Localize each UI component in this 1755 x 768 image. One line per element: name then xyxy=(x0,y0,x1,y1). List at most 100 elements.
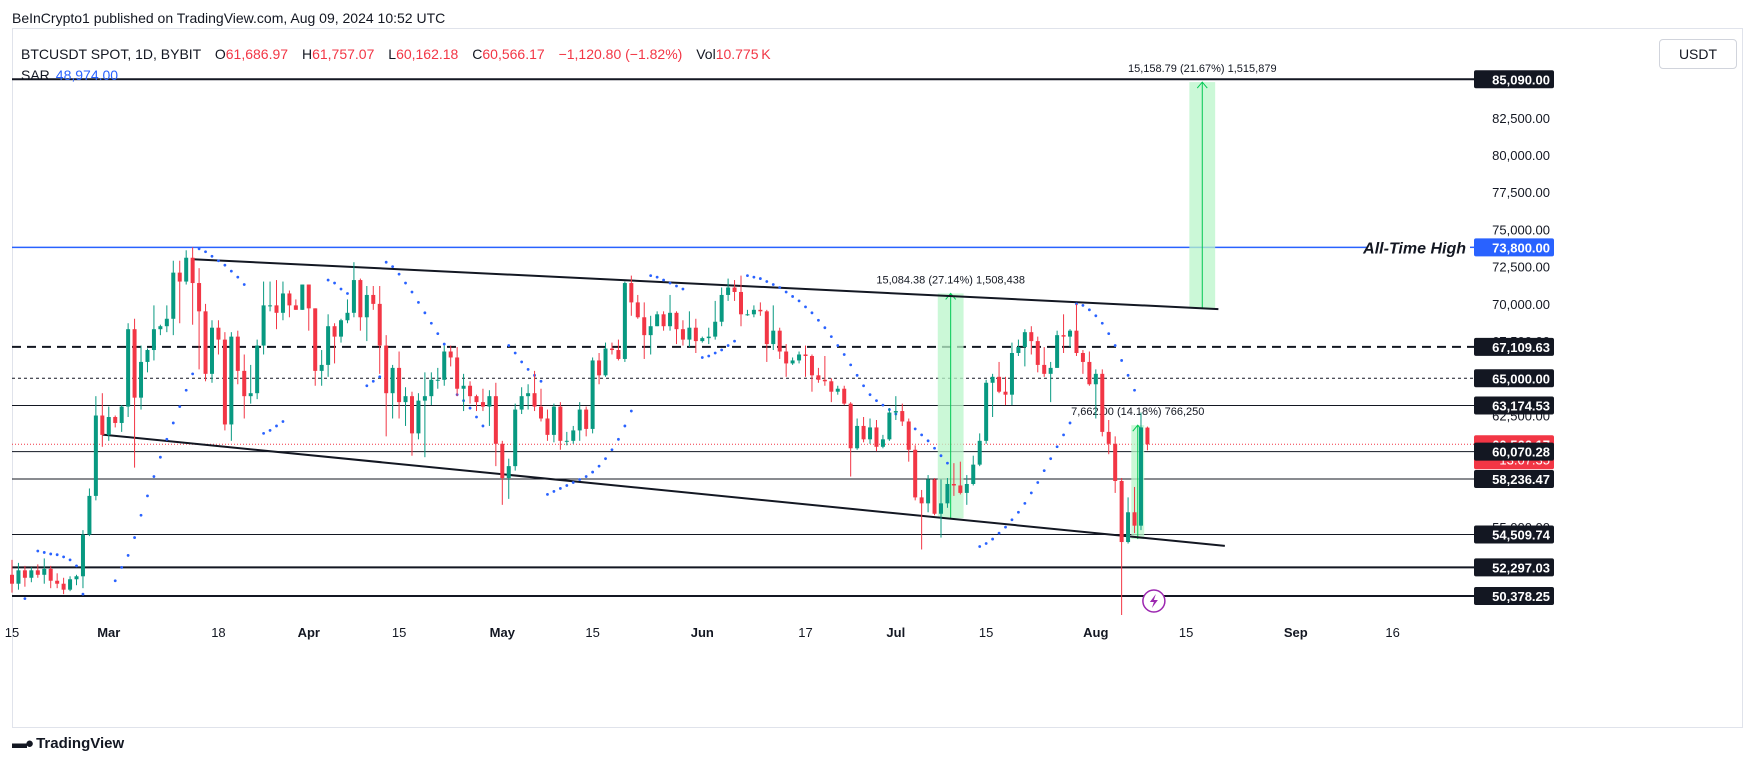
candle-body xyxy=(532,393,537,407)
candle-body xyxy=(777,330,782,352)
sar-dot xyxy=(849,363,853,367)
candle-body xyxy=(29,570,34,578)
candle-body xyxy=(506,466,511,479)
price-tag xyxy=(1474,238,1554,257)
candle-body xyxy=(519,396,524,410)
candle-body xyxy=(868,427,873,440)
candle-body xyxy=(861,425,866,440)
sar-dot xyxy=(1126,373,1130,377)
measure-arrow-head xyxy=(1196,81,1208,89)
candle-body xyxy=(235,336,240,371)
sar-dot xyxy=(842,353,846,356)
candle-body xyxy=(171,272,176,319)
y-tick-label: 77,500.00 xyxy=(1492,185,1550,200)
sar-dot xyxy=(210,254,214,258)
sar-dot xyxy=(836,344,840,347)
candle-body xyxy=(384,345,389,394)
candle-body xyxy=(590,360,595,429)
sar-dot xyxy=(152,475,156,478)
candle-body xyxy=(255,345,260,394)
sar-dot xyxy=(68,558,72,562)
candle-body xyxy=(584,409,589,429)
sar-dot xyxy=(23,597,27,601)
sar-dot xyxy=(404,281,407,285)
sar-dot xyxy=(126,554,130,557)
candle-body xyxy=(964,483,969,493)
symbol-name[interactable]: BTCUSDT SPOT, 1D, BYBIT xyxy=(21,46,201,62)
sar-dot xyxy=(475,415,478,419)
y-tick-label: 70,000.00 xyxy=(1492,297,1550,312)
candle-body xyxy=(558,406,563,441)
candle-body xyxy=(132,329,137,398)
x-tick-label: Apr xyxy=(298,625,320,640)
price-tag xyxy=(1474,469,1554,488)
high-label: H xyxy=(301,46,313,62)
price-tag-label: 54,509.74 xyxy=(1492,527,1551,542)
sar-dot xyxy=(875,399,878,403)
candle-body xyxy=(680,329,685,340)
currency-button[interactable]: USDT xyxy=(1659,39,1737,69)
trendline xyxy=(192,258,1219,311)
sar-dot xyxy=(42,551,46,554)
candle-body xyxy=(603,348,608,376)
sar-dot xyxy=(552,490,556,493)
sar-dot xyxy=(733,339,736,343)
sar-dot xyxy=(146,494,149,498)
sar-dot xyxy=(423,311,427,315)
candle-body xyxy=(803,354,808,356)
candle-body xyxy=(771,330,776,345)
y-tick-label: 82,500.00 xyxy=(1492,111,1550,126)
sar-dot xyxy=(513,351,517,355)
sar-dot xyxy=(926,439,930,443)
sar-dot xyxy=(1087,308,1091,312)
candle-body xyxy=(332,326,337,337)
candle-body xyxy=(706,336,711,339)
volume-label: Vol xyxy=(696,46,716,62)
sar-dot xyxy=(597,464,601,468)
sar-dot xyxy=(1100,321,1104,325)
candle-body xyxy=(668,312,673,327)
candle-body xyxy=(177,272,182,282)
candle-body xyxy=(971,464,976,484)
candle-body xyxy=(797,354,802,361)
tradingview-logo[interactable]: ▬● TradingView xyxy=(12,735,124,752)
sar-dot xyxy=(1120,359,1124,362)
candle-body xyxy=(487,396,492,407)
sar-row[interactable]: SAR 48,974.00 xyxy=(21,65,771,86)
candle-body xyxy=(422,396,427,401)
sar-dot xyxy=(384,260,388,264)
candle-body xyxy=(268,305,273,307)
candle-body xyxy=(635,302,640,318)
candle-body xyxy=(93,415,98,496)
sar-dot xyxy=(817,318,820,322)
sar-dot xyxy=(262,431,266,435)
x-tick-label: 16 xyxy=(1385,625,1399,640)
sar-dot xyxy=(539,379,543,383)
candle-body xyxy=(726,287,731,295)
candle-body xyxy=(106,417,111,435)
candle-body xyxy=(87,495,92,535)
time-axis: 15 Mar 18 Apr 15 May 15 Jun 17 Jul 15 Aug 15 Sep 16 xyxy=(5,625,1400,640)
candle-body xyxy=(480,402,485,407)
price-tag xyxy=(1474,396,1554,415)
price-axis: 82,500.00 80,000.00 77,500.00 75,000.00 72,5… xyxy=(1492,111,1550,535)
candle-body xyxy=(855,425,860,449)
candle-body xyxy=(900,411,905,422)
y-tick-label: 72,500.00 xyxy=(1492,260,1550,275)
price-tag xyxy=(1474,586,1554,605)
sar-dot xyxy=(436,332,440,336)
candle-body xyxy=(919,497,924,504)
candle-body xyxy=(597,360,602,376)
sar-dot xyxy=(1113,344,1117,347)
candle-body xyxy=(442,351,447,380)
sar-dot xyxy=(1068,421,1072,425)
sar-dot xyxy=(139,513,143,517)
candle-body xyxy=(906,421,911,450)
candle-body xyxy=(145,350,150,362)
candle-body xyxy=(687,327,692,340)
sar-dot xyxy=(113,579,117,583)
sar-dot xyxy=(1017,510,1020,514)
candle-body xyxy=(539,406,544,419)
candle-body xyxy=(229,336,234,425)
